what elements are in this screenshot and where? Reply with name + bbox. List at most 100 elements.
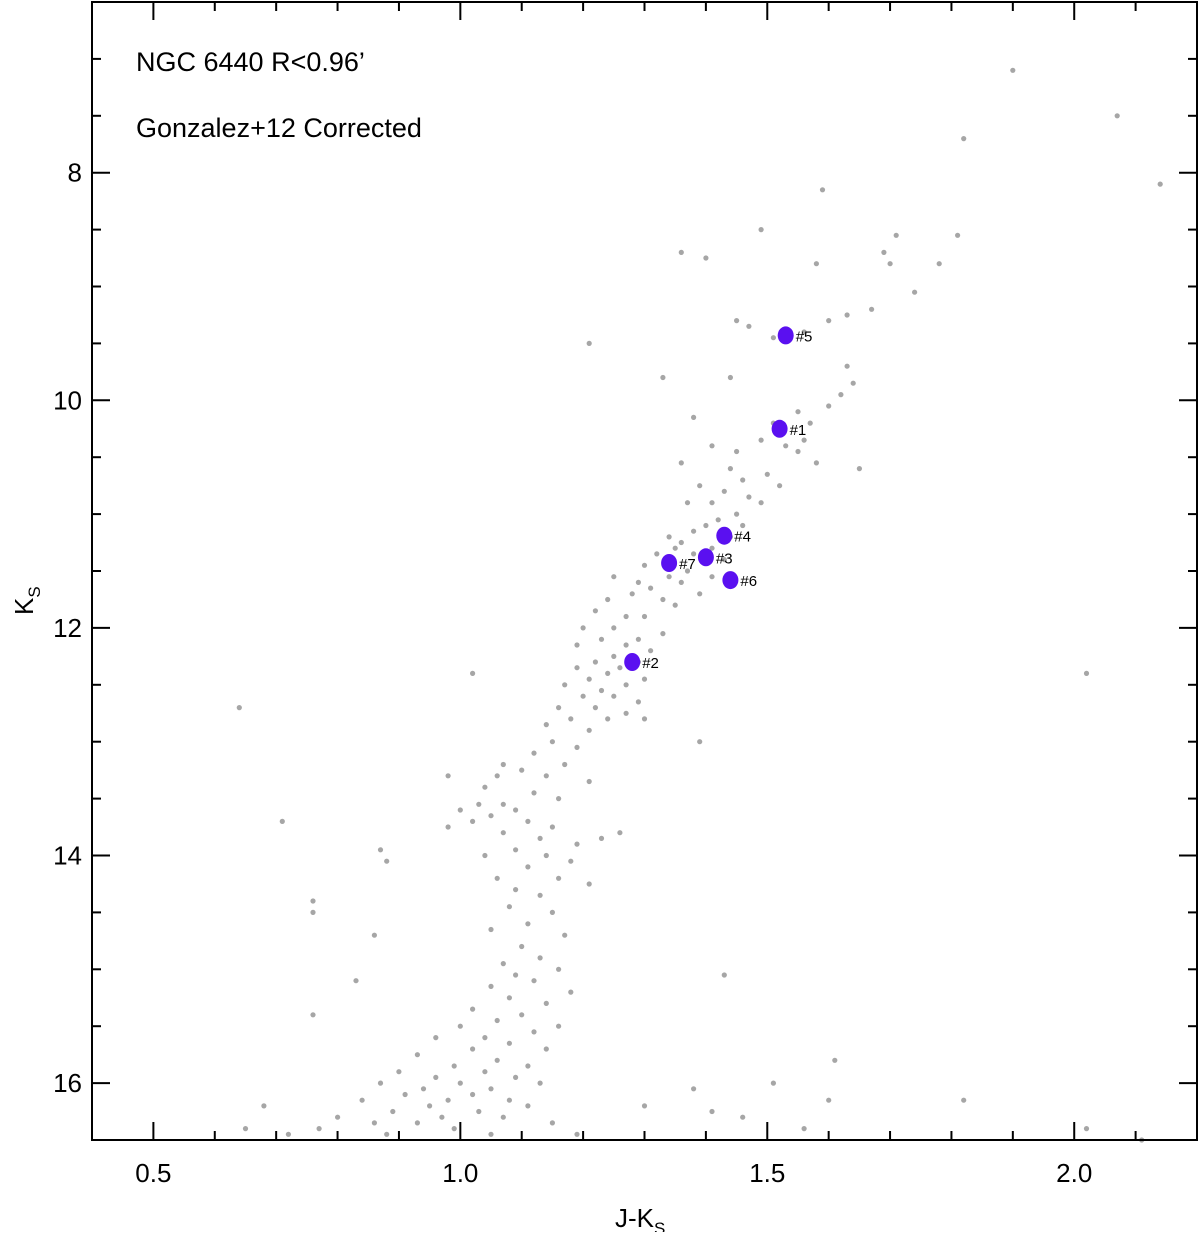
scatter-point [666, 574, 672, 580]
scatter-point [697, 739, 703, 745]
scatter-point [586, 340, 592, 346]
highlighted-star [624, 653, 641, 671]
scatter-point [556, 1023, 562, 1029]
scatter-point [519, 943, 525, 950]
scatter-point [513, 807, 519, 813]
scatter-point [727, 374, 734, 381]
scatter-point [592, 705, 599, 711]
scatter-point [1157, 181, 1163, 187]
highlighted-stars: #1 #2 #3#4 #5 #6 #7 [624, 326, 812, 672]
scatter-point [654, 551, 660, 557]
scatter-point [549, 909, 556, 916]
scatter-point [795, 448, 801, 455]
scatter-point [586, 727, 592, 733]
scatter-point [881, 249, 887, 255]
scatter-point [660, 631, 666, 637]
scatter-point [396, 1069, 402, 1075]
scatter-point [1010, 67, 1016, 73]
scatter-point [427, 1103, 433, 1109]
scatter-point [961, 1097, 967, 1103]
scatter-point [826, 1097, 832, 1103]
scatter-point [586, 881, 592, 887]
highlighted-star-label: #5 [796, 328, 813, 345]
x-tick-label: 0.5 [135, 1158, 171, 1188]
scatter-point [556, 705, 562, 711]
scatter-point [488, 926, 494, 933]
scatter-point [623, 682, 629, 688]
scatter-point [660, 374, 666, 381]
scatter-point [648, 648, 654, 654]
highlighted-star-label: #1 [790, 422, 807, 439]
scatter-point [562, 932, 568, 938]
scatter-point [721, 488, 727, 494]
scatter-point [371, 1120, 377, 1126]
scatter-point [598, 687, 605, 694]
scatter-point [549, 739, 556, 745]
x-tick-label: 1.5 [749, 1158, 785, 1188]
scatter-point [734, 448, 740, 455]
scatter-point [697, 483, 703, 489]
scatter-point [709, 574, 715, 580]
scatter-point [549, 824, 556, 830]
scatter-point [691, 551, 697, 557]
x-tick-label: 1.0 [442, 1158, 478, 1188]
scatter-point [470, 1091, 476, 1098]
scatter-point [635, 699, 642, 705]
scatter-point [531, 978, 537, 984]
scatter-point [236, 705, 242, 711]
scatter-point [605, 716, 611, 722]
scatter-point [261, 1103, 267, 1109]
scatter-point [310, 1012, 316, 1018]
scatter-point [611, 625, 617, 631]
x-axis-label-subscript: S [654, 1219, 665, 1232]
scatter-point [746, 323, 752, 329]
scatter-point [543, 773, 549, 779]
scatter-point [819, 187, 826, 193]
scatter-point [500, 961, 506, 967]
scatter-point [562, 761, 568, 768]
scatter-point [684, 568, 691, 574]
scatter-point [691, 528, 697, 534]
title-line-1: NGC 6440 R<0.96’ [136, 47, 365, 77]
scatter-point [617, 665, 623, 671]
scatter-point [445, 824, 451, 830]
scatter-point [470, 818, 476, 825]
scatter-point [488, 1086, 494, 1092]
scatter-point [537, 1080, 543, 1086]
highlighted-star-label: #6 [740, 573, 757, 590]
plot-frame [91, 1, 1198, 1141]
scatter-point [826, 403, 832, 409]
scatter-point [721, 972, 727, 978]
scatter-point [1114, 113, 1120, 119]
scatter-point [666, 534, 672, 540]
scatter-point [439, 1114, 445, 1120]
scatter-point [641, 613, 648, 620]
scatter-point [660, 596, 666, 603]
scatter-point [697, 591, 703, 597]
x-axis-label-main: J-K [615, 1203, 655, 1232]
scatter-point [335, 1114, 341, 1120]
scatter-point [813, 460, 820, 466]
scatter-point [691, 1086, 697, 1092]
scatter-point [543, 1000, 549, 1007]
scatter-point [476, 801, 482, 807]
scatter-point [494, 1057, 500, 1063]
scatter-point [488, 813, 494, 819]
scatter-point [482, 1035, 488, 1041]
scatter-point [678, 539, 684, 546]
scatter-point [850, 380, 856, 386]
scatter-point [494, 875, 500, 881]
scatter-point [641, 562, 648, 568]
scatter-point [537, 835, 543, 842]
scatter-point [377, 847, 384, 853]
scatter-point [672, 545, 678, 551]
scatter-point [893, 232, 899, 238]
y-tick-label: 8 [68, 158, 82, 188]
scatter-point [445, 1097, 451, 1103]
scatter-point [543, 722, 549, 728]
scatter-point [770, 1080, 777, 1086]
scatter-point [844, 363, 850, 369]
scatter-point [641, 676, 648, 682]
x-axis-label: J-KS [615, 1203, 665, 1232]
scatter-point [470, 1006, 476, 1012]
